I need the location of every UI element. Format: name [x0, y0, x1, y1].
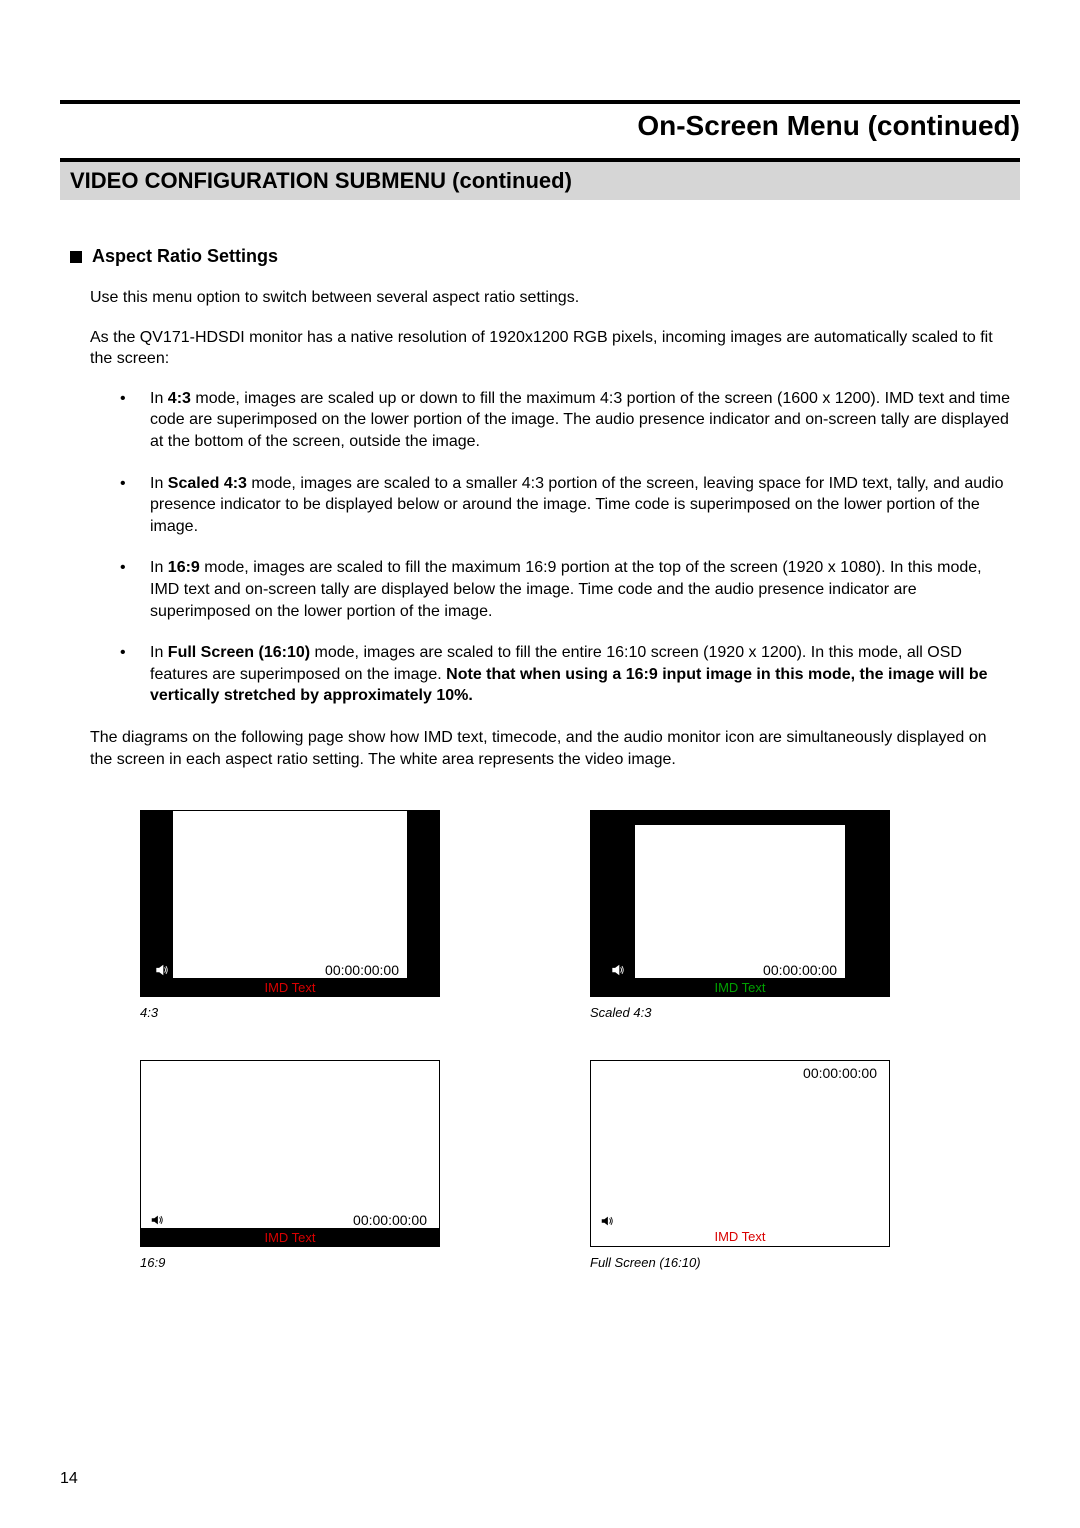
overlay-timecode-top-row: 00:00:00:00: [591, 1065, 889, 1081]
diagram-16-9: 00:00:00:00 IMD Text 16:9: [140, 1060, 530, 1270]
bullet-rest: mode, images are scaled up or down to fi…: [150, 390, 1010, 450]
diagram-caption: Full Screen (16:10): [590, 1255, 980, 1270]
imd-text: IMD Text: [145, 1230, 435, 1245]
section-title-bar: VIDEO CONFIGURATION SUBMENU (continued): [60, 158, 1020, 200]
timecode-text: 00:00:00:00: [325, 962, 399, 978]
imd-text: IMD Text: [145, 980, 435, 995]
imd-text: IMD Text: [595, 1229, 885, 1244]
bullet-mode: 16:9: [168, 559, 200, 576]
bullet-scaled-4-3: In Scaled 4:3 mode, images are scaled to…: [90, 473, 1010, 538]
overlay-imd-row: IMD Text: [591, 1228, 889, 1244]
audio-icon-wrap: [595, 1214, 619, 1228]
bullet-lead: In: [150, 475, 168, 492]
audio-icon-wrap: [145, 963, 179, 977]
diagram-scaled-4-3: 00:00:00:00 IMD Text Scaled 4:3: [590, 810, 980, 1020]
diagram-frame: 00:00:00:00 IMD Text: [140, 1060, 440, 1247]
timecode-text: 00:00:00:00: [763, 962, 837, 978]
overlay-imd-row: IMD Text: [141, 1229, 439, 1245]
body-text: Use this menu option to switch between s…: [90, 287, 1010, 770]
speaker-icon: [150, 1213, 164, 1227]
mode-bullet-list: In 4:3 mode, images are scaled up or dow…: [90, 388, 1010, 707]
bullet-16-9: In 16:9 mode, images are scaled to fill …: [90, 557, 1010, 622]
speaker-icon: [155, 963, 169, 977]
bullet-lead: In: [150, 559, 168, 576]
bullet-lead: In: [150, 644, 168, 661]
diagram-4-3: 00:00:00:00 IMD Text 4:3: [140, 810, 530, 1020]
subsection-heading: Aspect Ratio Settings: [92, 246, 278, 267]
overlay-audio-row: [591, 1214, 889, 1228]
diagram-caption: 16:9: [140, 1255, 530, 1270]
bullet-4-3: In 4:3 mode, images are scaled up or dow…: [90, 388, 1010, 453]
timecode-text: 00:00:00:00: [803, 1065, 877, 1081]
overlay-timecode-row: 00:00:00:00: [591, 962, 889, 978]
intro-paragraph-2: As the QV171-HDSDI monitor has a native …: [90, 327, 1010, 370]
diagrams-grid: 00:00:00:00 IMD Text 4:3: [60, 810, 1020, 1270]
speaker-icon: [611, 963, 625, 977]
page-header-title: On-Screen Menu (continued): [60, 108, 1020, 148]
diagram-full-screen: 00:00:00:00 IMD Text Full Screen (16:10: [590, 1060, 980, 1270]
square-bullet-icon: [70, 251, 82, 263]
diagram-frame: 00:00:00:00 IMD Text: [140, 810, 440, 997]
page-rule: [60, 100, 1020, 104]
overlay-timecode-row: 00:00:00:00: [141, 962, 439, 978]
outro-paragraph: The diagrams on the following page show …: [90, 727, 1010, 770]
audio-icon-wrap: [145, 1213, 169, 1227]
subsection-heading-row: Aspect Ratio Settings: [60, 246, 1020, 267]
overlay-imd-row: IMD Text: [591, 979, 889, 995]
imd-text: IMD Text: [595, 980, 885, 995]
page-number: 14: [60, 1470, 78, 1488]
diagram-caption: Scaled 4:3: [590, 1005, 980, 1020]
bullet-rest: mode, images are scaled to a smaller 4:3…: [150, 475, 1004, 535]
bullet-rest: mode, images are scaled to fill the maxi…: [150, 559, 982, 619]
bullet-mode: Full Screen (16:10): [168, 644, 310, 661]
bullet-lead: In: [150, 390, 168, 407]
overlay-timecode-row: 00:00:00:00: [141, 1212, 439, 1228]
bullet-mode: Scaled 4:3: [168, 475, 247, 492]
bullet-mode: 4:3: [168, 390, 191, 407]
diagram-frame: 00:00:00:00 IMD Text: [590, 810, 890, 997]
diagram-frame: 00:00:00:00 IMD Text: [590, 1060, 890, 1247]
overlay-imd-row: IMD Text: [141, 979, 439, 995]
audio-icon-wrap: [595, 963, 641, 977]
intro-paragraph-1: Use this menu option to switch between s…: [90, 287, 1010, 309]
speaker-icon: [600, 1214, 614, 1228]
page-container: On-Screen Menu (continued) VIDEO CONFIGU…: [0, 0, 1080, 1528]
diagram-caption: 4:3: [140, 1005, 530, 1020]
timecode-text: 00:00:00:00: [353, 1212, 427, 1228]
bullet-full-screen: In Full Screen (16:10) mode, images are …: [90, 642, 1010, 707]
